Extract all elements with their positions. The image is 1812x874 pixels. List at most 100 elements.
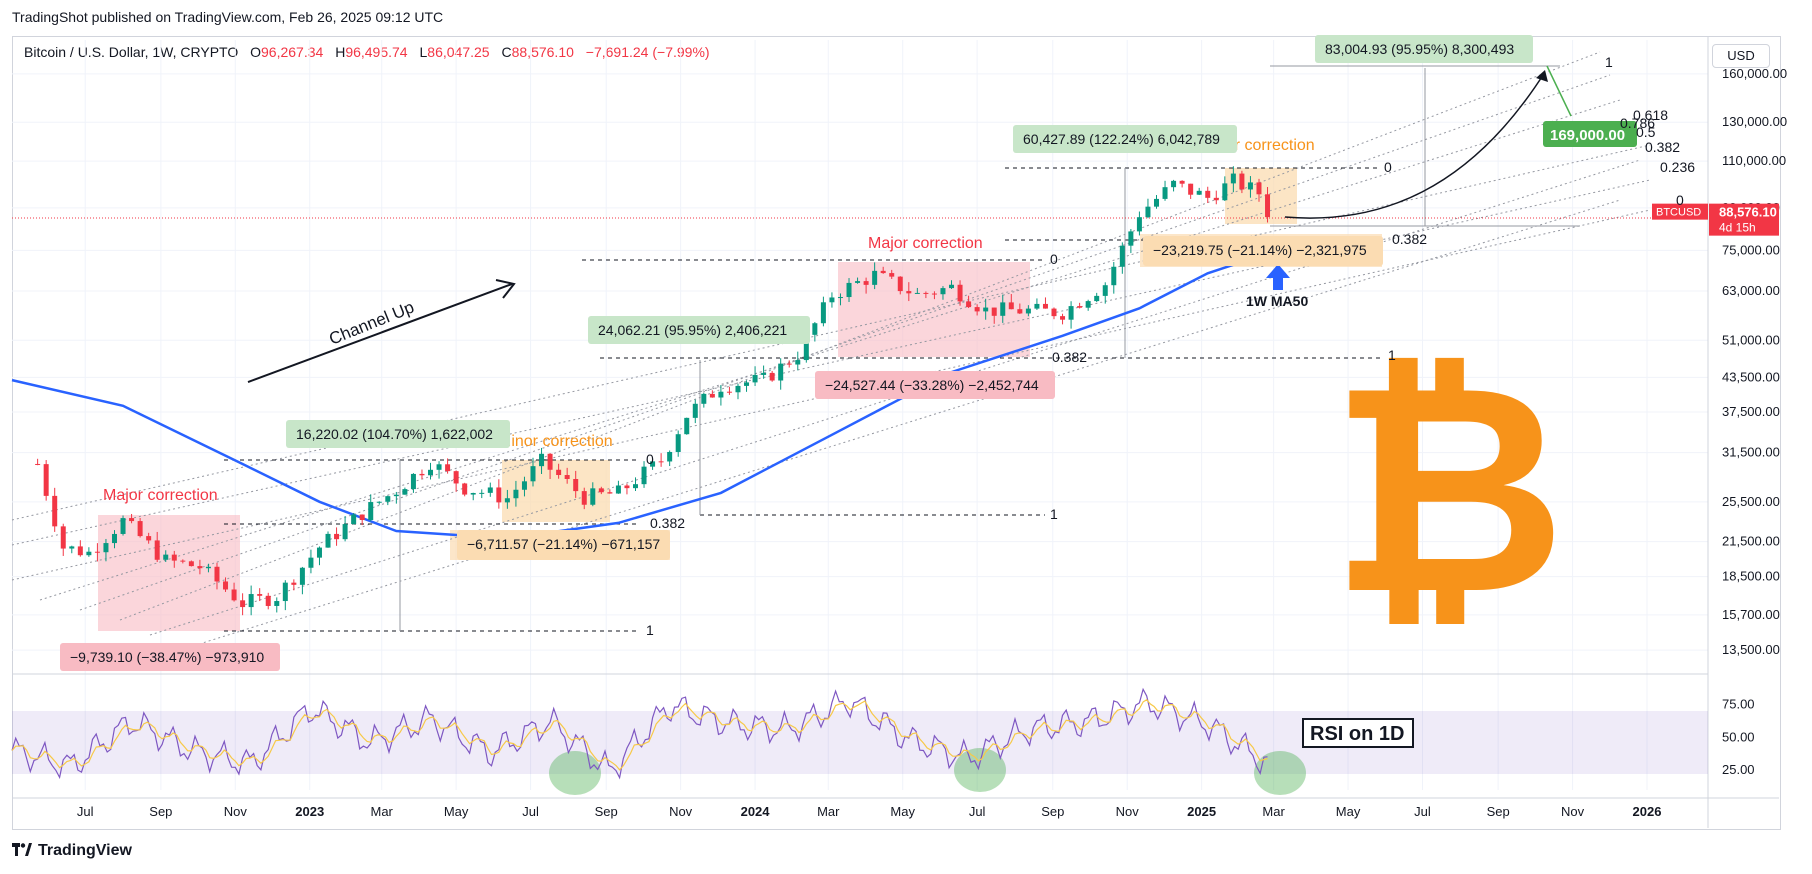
current-price-value: 88,576.10 [1719,205,1777,220]
candle-body [496,487,502,503]
candle-body [931,293,937,295]
candle-body [146,536,152,541]
candle-body [855,281,861,283]
current-price-tag [1709,203,1779,236]
price-tick-label: 51,000.00 [1722,332,1780,347]
symbol-title[interactable]: Bitcoin / U.S. Dollar, 1W, CRYPTO [24,44,239,60]
candle-body [564,475,570,479]
time-tick-label: Nov [1561,804,1585,819]
channel-line [179,199,1621,651]
candle-body [308,557,314,568]
candle-body [385,496,391,502]
candle-body [69,546,75,549]
price-tick-label: 110,000.00 [1722,153,1786,168]
rsi-low-highlight [549,751,601,795]
measure-box [457,530,670,560]
time-tick-label: Mar [1262,804,1285,819]
candle-body [428,469,434,476]
candle-body [1000,302,1006,316]
candle-body [1230,173,1236,184]
price-tick-label: 37,500.00 [1722,404,1780,419]
time-tick-label: Jul [1414,804,1431,819]
channel-line [119,51,1601,621]
time-tick-label: Sep [149,804,172,819]
candle-body [257,594,263,596]
fib-level-label: 0 [646,451,654,467]
candle-body [513,489,519,499]
open-label: O [250,44,261,60]
candle-body [1068,306,1074,320]
candle-body [940,288,946,295]
fib-level-label: 0 [1676,192,1684,208]
svg-text:₿: ₿ [1330,328,1566,652]
candle-body [889,273,895,277]
high-label: H [335,44,346,60]
candle-body [1119,245,1125,267]
candle-body [1179,180,1185,184]
candle-body [632,484,638,489]
candle-body [1042,303,1048,309]
currency-button[interactable]: USD [1712,44,1770,68]
candle-body [650,461,656,467]
target-line [1546,65,1572,117]
candle-body [1188,183,1194,195]
candle-body [684,417,690,435]
candle-body [94,551,100,553]
candle-body [581,491,587,505]
price-tick-label: 25,500.00 [1722,494,1780,509]
candle-body [914,292,920,294]
time-axis: Jul Sep Nov 2023 Mar May Jul Sep Nov 2024 Mar May Ju… [77,804,1662,819]
price-tick-label: 21,500.00 [1722,534,1780,549]
fib-level-label: 0.618 [1633,107,1668,123]
candle-body [709,393,715,398]
projection-arrowhead [1536,70,1548,82]
candle-body [761,372,767,375]
candle-body [1153,198,1159,207]
time-tick-label: Jul [77,804,94,819]
tradingview-footer[interactable]: TradingView [12,842,132,860]
time-tick-label: Jul [522,804,539,819]
grid-lines [12,36,1779,828]
low-value: 86,047.25 [427,44,490,60]
candle-body [897,276,903,292]
measure-label: 60,427.89 (122.24%) 6,042,789 [1023,131,1220,147]
time-tick-label: 2024 [741,804,771,819]
candle-body [265,595,271,606]
candle-body [462,483,468,495]
candle-body [351,514,357,525]
candle-body [983,307,989,312]
candle-body [718,391,724,398]
candle-body [1085,301,1091,308]
fib-level-label: 0.382 [1392,231,1427,247]
candle-body [1136,217,1142,232]
candle-body [453,471,459,484]
price-tick-label: 130,000.00 [1722,114,1787,129]
fib-level-label: 0.236 [1660,159,1695,175]
candle-body [1025,308,1031,314]
fib-level-label: 1 [1388,347,1396,363]
rsi-band [12,711,1708,774]
measure-label: 83,004.93 (95.95%) 8,300,493 [1325,41,1514,57]
candle-body [590,488,596,505]
candle-body [701,393,707,404]
candle-body [1060,316,1066,320]
symbol-price-tag [1652,203,1708,220]
channel-line [39,99,1621,601]
candle-body [120,518,126,534]
candle-body [1239,173,1245,190]
major-zone-2 [838,262,1030,357]
candle-body [1008,302,1014,310]
measure-box [286,420,510,448]
time-tick-label: Nov [1116,804,1140,819]
candle-body [735,385,741,393]
candle-body [556,469,562,476]
fib-level-label: 0 [1050,251,1058,267]
major-correction-label: Major correction [103,487,218,504]
candle-body [769,372,775,381]
price-tick-label: 31,500.00 [1722,445,1780,460]
candle-body [1094,295,1100,302]
candle-body [43,464,49,496]
measure-box [60,643,280,671]
measure-label: 24,062.21 (95.95%) 2,406,221 [598,322,787,338]
